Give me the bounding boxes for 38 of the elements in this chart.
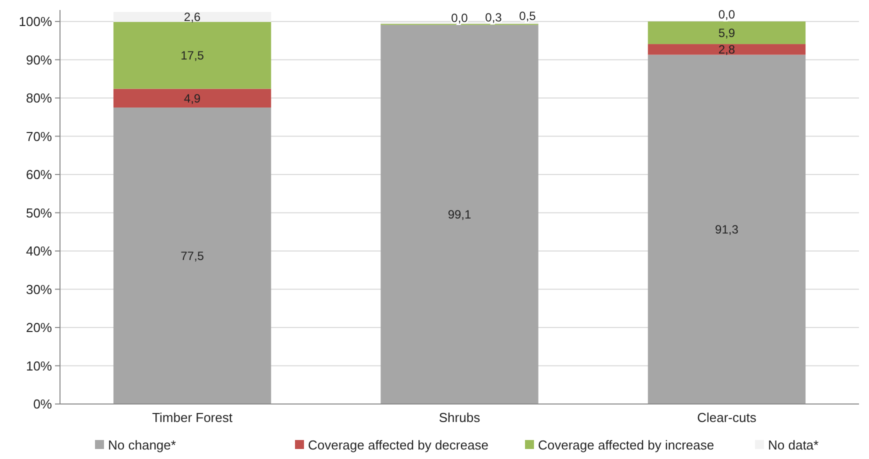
x-tick-label: Clear-cuts [697,410,757,425]
data-label: 77,5 [180,248,204,263]
legend-label: Coverage affected by decrease [308,438,488,453]
bar [648,21,806,44]
y-tick-label: 0% [33,396,52,412]
y-tick-label: 70% [26,128,52,144]
bar [113,88,272,108]
bar [113,22,272,89]
data-label: 4,9 [184,91,201,106]
data-label: 17,5 [180,48,204,63]
bar [113,12,272,22]
y-tick-label: 20% [26,320,52,336]
bar [648,44,806,55]
y-tick-label: 90% [26,52,52,68]
y-tick-label: 60% [26,167,52,182]
legend-label: Coverage affected by increase [538,438,714,453]
bar [380,24,538,404]
y-tick-label: 40% [26,244,52,259]
bar [648,54,806,404]
y-tick-label: 30% [26,282,52,297]
x-tick-label: Timber Forest [152,410,233,425]
data-label: 99,1 [448,208,472,222]
y-tick-label: 50% [26,205,52,220]
data-label: 0,0 [451,11,468,26]
data-label: 0,3 [485,10,502,25]
y-tick-label: 10% [26,358,52,374]
y-tick-label: 80% [26,90,52,106]
legend-label: No data* [768,438,819,453]
y-tick-label: 100% [18,14,52,30]
data-label: 2,8 [718,42,736,57]
x-tick-label: Shrubs [438,410,481,425]
data-label: 2,6 [184,10,201,24]
data-label: 0,0 [718,8,736,22]
data-label: 0,5 [519,9,536,24]
bar [113,108,272,404]
data-label: 91,3 [715,222,739,237]
data-label: 5,9 [718,26,736,40]
legend-label: No change* [108,438,176,453]
